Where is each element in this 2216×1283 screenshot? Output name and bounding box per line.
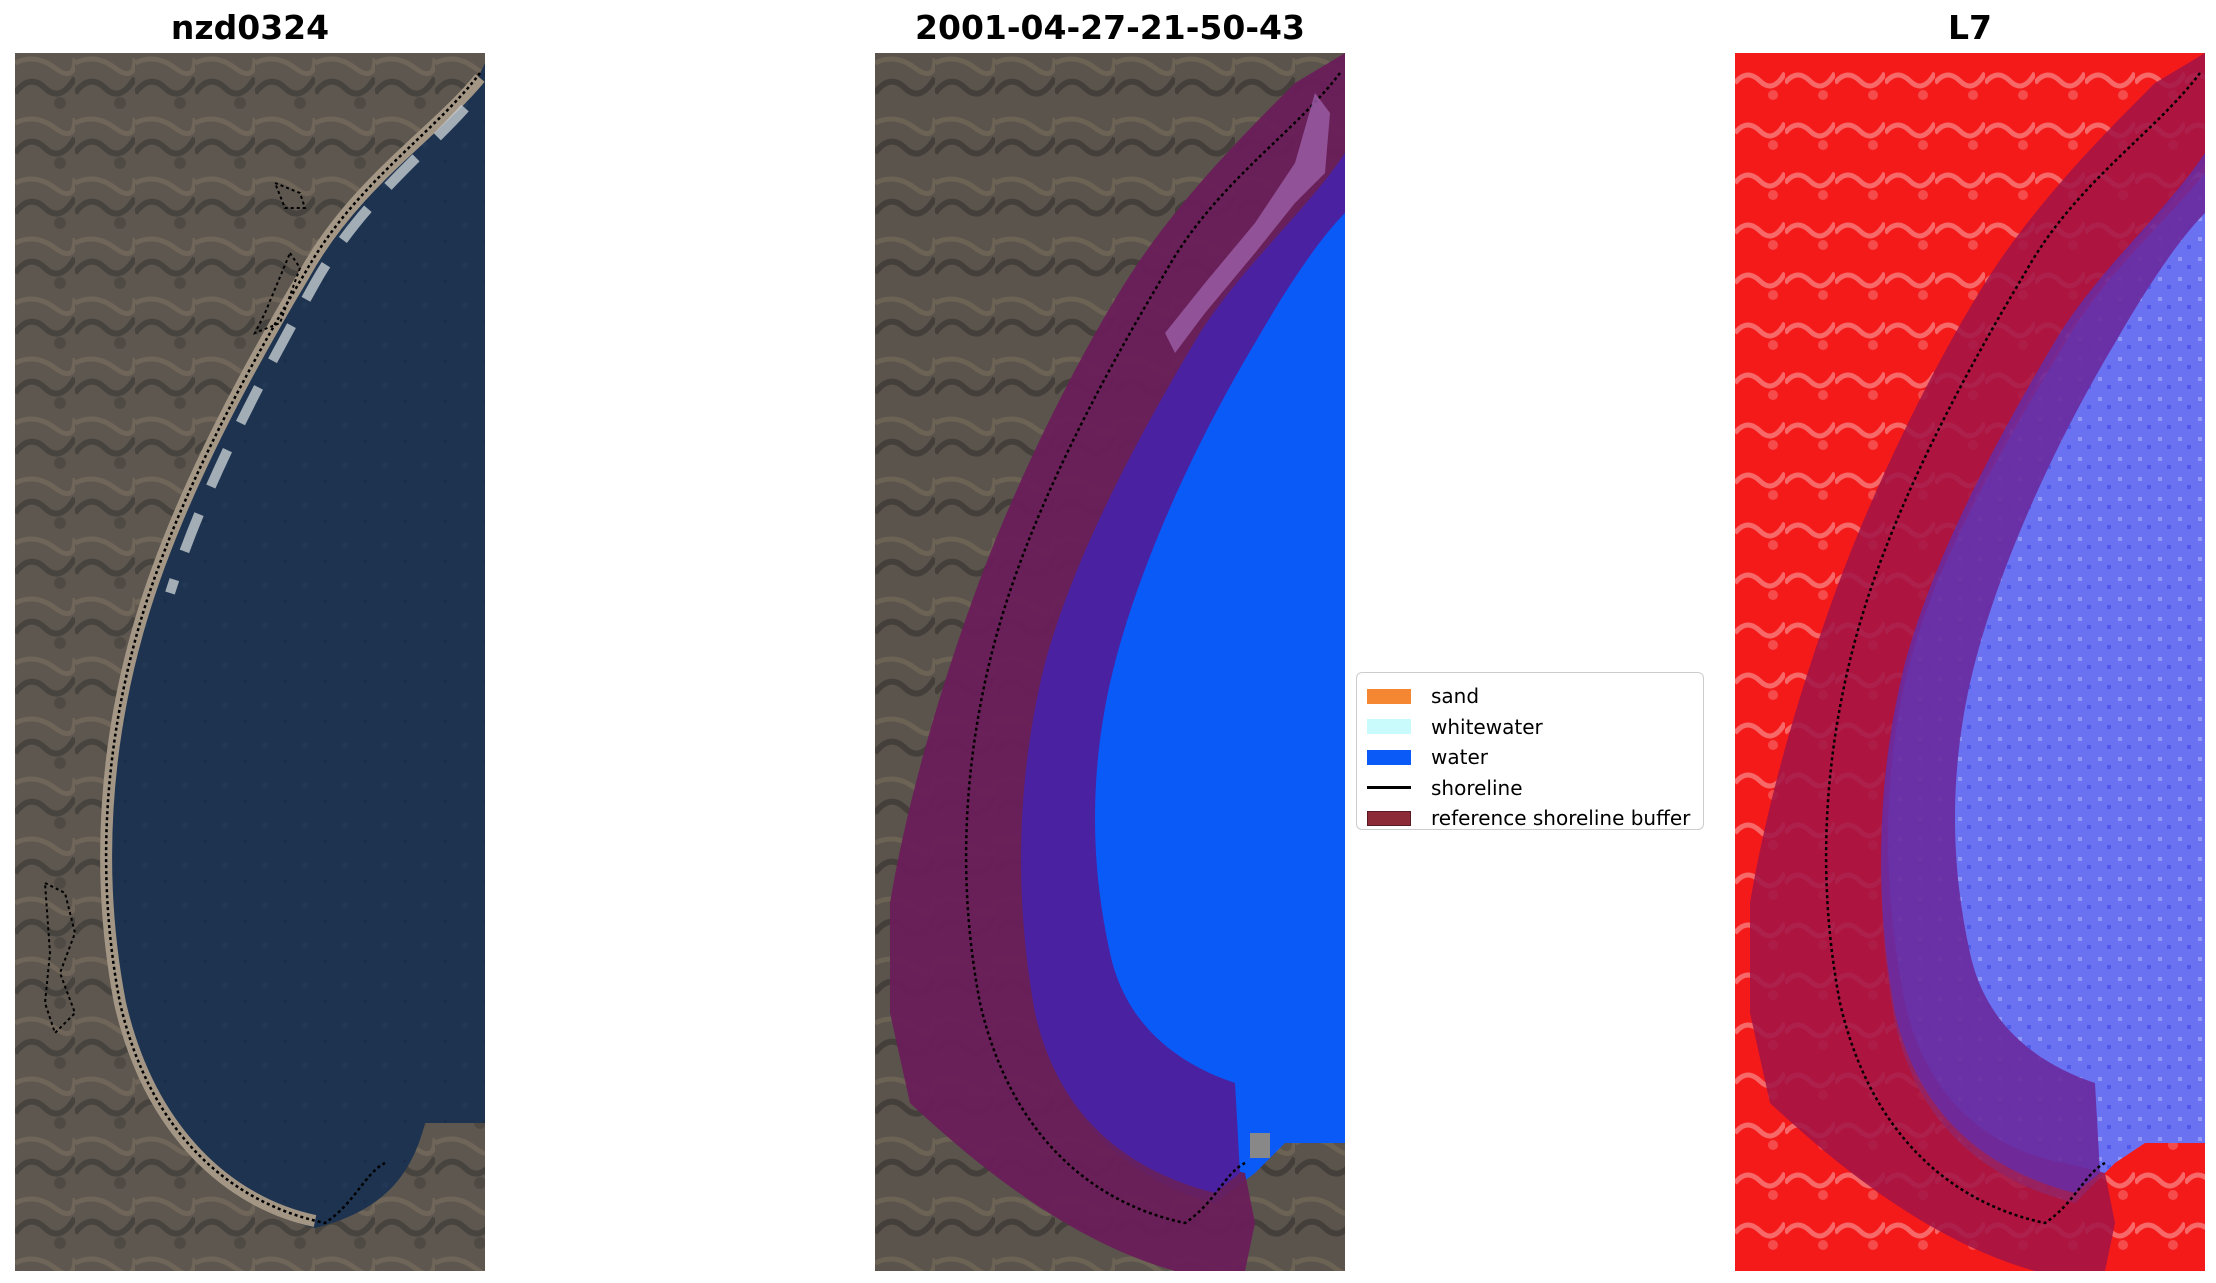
index-image: [1735, 53, 2205, 1271]
legend-label: water: [1431, 745, 1488, 770]
rgb-image: [15, 53, 485, 1271]
lagoon-outline: [273, 181, 307, 209]
legend-item-shoreline: shoreline: [1367, 773, 1693, 804]
classified-image: [875, 53, 1345, 1271]
wetland-outline: [43, 881, 77, 1035]
sand-swatch: [1367, 688, 1411, 704]
legend-label: whitewater: [1431, 714, 1543, 739]
sea-area: [111, 63, 485, 1271]
reference-buffer-water: [1021, 153, 1345, 1193]
reference-buffer-water: [1881, 153, 2205, 1193]
panel-title-index: L7: [1948, 8, 1992, 47]
whitewater-swatch: [1367, 719, 1411, 735]
classified-image-panel: [875, 53, 1345, 1271]
panel-title-classified: 2001-04-27-21-50-43: [915, 8, 1305, 47]
whitewater-patches: [1165, 93, 1330, 353]
legend-item-reference-buffer: reference shoreline buffer: [1367, 803, 1693, 834]
water-swatch: [1367, 749, 1411, 765]
reference-buffer-outer: [890, 53, 1345, 1271]
index-image-panel: [1735, 53, 2205, 1271]
panel-title-rgb: nzd0324: [170, 8, 330, 47]
legend-label: reference shoreline buffer: [1431, 806, 1691, 831]
legend-item-sand: sand: [1367, 681, 1693, 712]
buffer-swatch: [1367, 810, 1411, 826]
cloud-spot: [1250, 1133, 1270, 1158]
surf-foam: [165, 104, 469, 595]
legend-label: sand: [1431, 684, 1480, 709]
reference-buffer-outer: [1750, 53, 2205, 1271]
rgb-image-panel: [15, 53, 485, 1271]
legend-label: shoreline: [1431, 775, 1523, 800]
legend: sand whitewater water shoreline referenc…: [1356, 672, 1704, 830]
shoreline-line-swatch: [1367, 786, 1411, 790]
legend-item-water: water: [1367, 742, 1693, 773]
legend-item-whitewater: whitewater: [1367, 712, 1693, 743]
lagoon-outline-2: [252, 250, 302, 335]
